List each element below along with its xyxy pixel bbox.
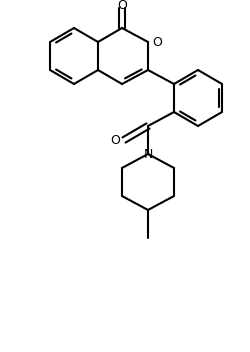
- Text: O: O: [152, 36, 162, 49]
- Text: O: O: [110, 133, 120, 146]
- Text: O: O: [117, 0, 127, 12]
- Text: N: N: [143, 147, 153, 161]
